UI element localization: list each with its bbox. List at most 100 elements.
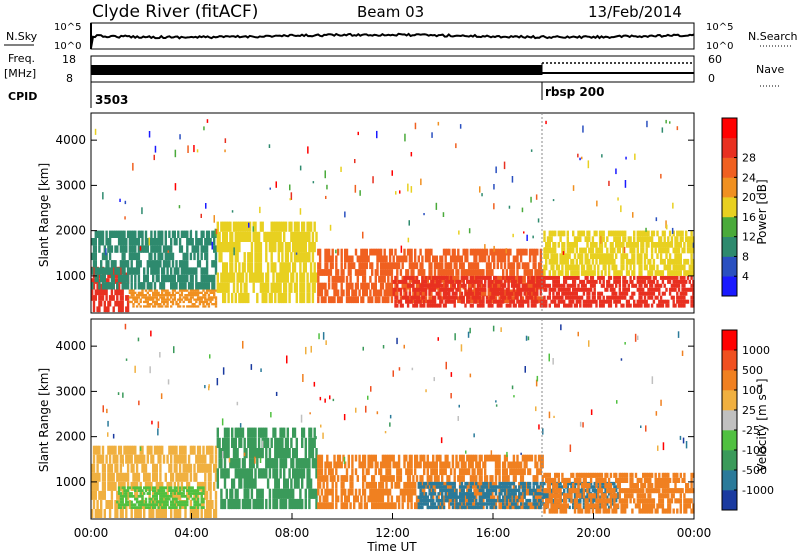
power-cell-2268 [584, 303, 587, 308]
velocity-cell-272 [186, 472, 189, 482]
power-cell-2504 [665, 299, 668, 304]
power-cell-671 [195, 282, 198, 290]
power-cell-2854 [633, 258, 636, 265]
power-cell-630 [180, 274, 184, 283]
velocity-cell-396 [132, 506, 135, 509]
power-cell-2238 [573, 287, 577, 292]
velocity-cell-367 [121, 503, 124, 507]
power-cell-2906 [650, 264, 654, 271]
velocity-cell-60 [110, 481, 114, 491]
power-cell-295 [193, 303, 196, 306]
power-cell-2520 [672, 299, 675, 304]
power-cell-1017 [309, 262, 313, 273]
velocity-cell-1024 [365, 481, 368, 489]
power-cell-2922 [656, 242, 659, 248]
power-cell-404 [105, 282, 108, 290]
power-cell-734 [216, 242, 219, 253]
power-cell-11 [92, 266, 96, 273]
velocity-cell-1736 [484, 481, 487, 486]
power-cell-597 [168, 260, 171, 268]
power-cell-2859 [633, 230, 636, 237]
power-cell-1499 [475, 255, 478, 263]
power-cell-1926 [473, 295, 476, 300]
velocity-cell-751 [265, 437, 268, 448]
velocity-cell-364 [119, 497, 123, 501]
velocity-cell-283 [191, 509, 194, 518]
velocity-cell-1598 [435, 495, 438, 499]
power-cell-2606 [548, 236, 551, 242]
power-cell-2830 [624, 253, 627, 259]
power-cell-153 [144, 298, 148, 301]
power-cell-1853 [446, 295, 449, 300]
power-cell-539 [150, 260, 153, 268]
power-cell-2096 [530, 303, 534, 308]
power-cell-2521 [672, 295, 675, 300]
power-cell-2744 [595, 253, 598, 259]
power-cell-2618 [552, 247, 555, 254]
power-cell-1154 [360, 269, 363, 276]
velocity-cell-285 [193, 509, 196, 518]
power-cell-2949 [667, 270, 670, 276]
power-cell-2777 [606, 247, 609, 254]
velocity-cell-629 [225, 468, 228, 479]
power-cell-2010 [500, 287, 503, 292]
power-cell-2703 [580, 247, 584, 254]
power-cell-2007 [500, 299, 503, 304]
velocity-cell-1047 [372, 475, 376, 482]
velocity-cell-569 [191, 492, 194, 495]
power-cell-669 [193, 252, 196, 261]
velocity-cell-1328 [469, 461, 473, 469]
power-cell-1940 [476, 275, 480, 280]
power-cell-698 [204, 274, 207, 283]
velocity-cell-956 [336, 495, 340, 503]
power-cell-1858 [446, 275, 449, 280]
velocity-cell-164 [148, 472, 151, 482]
velocity-cell-286 [193, 490, 196, 500]
power-cell-968 [295, 282, 298, 293]
power-cell-549 [153, 282, 157, 290]
power-cell-1641 [523, 275, 526, 283]
power-cell-71 [116, 295, 119, 301]
velocity-cell-13 [94, 490, 97, 500]
velocity-cell-1619 [442, 488, 446, 493]
velocity-cell-878 [309, 478, 313, 489]
velocity-cell-1186 [419, 454, 422, 462]
velocity-cell-538 [178, 489, 182, 492]
power-cell-949 [288, 262, 291, 273]
velocity-cell-685 [243, 437, 246, 448]
velocity-cell-329 [207, 500, 211, 509]
power-cell-966 [293, 221, 297, 232]
power-cell-1516 [480, 248, 483, 256]
velocity-cell-270 [186, 490, 189, 500]
power-cell-2540 [677, 287, 681, 292]
power-cell-259 [180, 298, 184, 301]
velocity-cell-506 [168, 489, 171, 492]
power-cell-2771 [604, 264, 607, 271]
velocity-cell-978 [345, 502, 349, 510]
power-cell-237 [171, 300, 175, 304]
power-cell-154 [144, 296, 148, 299]
power-cell-2022 [505, 303, 508, 308]
velocity-cell-307 [200, 500, 203, 509]
power-cell-1079 [331, 255, 334, 263]
power-cell-2731 [589, 242, 593, 248]
velocity-cell-1214 [430, 461, 433, 469]
velocity-cell-550 [184, 506, 187, 509]
power-cell-1187 [371, 282, 374, 290]
power-cell-2463 [649, 275, 652, 280]
power-cell-422 [110, 274, 114, 283]
power-cell-2163 [552, 283, 555, 288]
power-cell-1723 [401, 279, 404, 284]
power-cell-1603 [510, 296, 514, 304]
power-echo-48 [587, 160, 590, 169]
velocity-cell-1154 [408, 468, 412, 476]
power-cell-1240 [387, 275, 390, 283]
power-cell-983 [299, 242, 302, 253]
power-cell-2497 [661, 279, 665, 284]
power-cell-2688 [575, 236, 578, 242]
power-cell-2387 [624, 283, 627, 288]
velocity-cell-1011 [362, 488, 365, 496]
power-cell-833 [248, 252, 252, 263]
power-cell-2682 [573, 236, 577, 242]
